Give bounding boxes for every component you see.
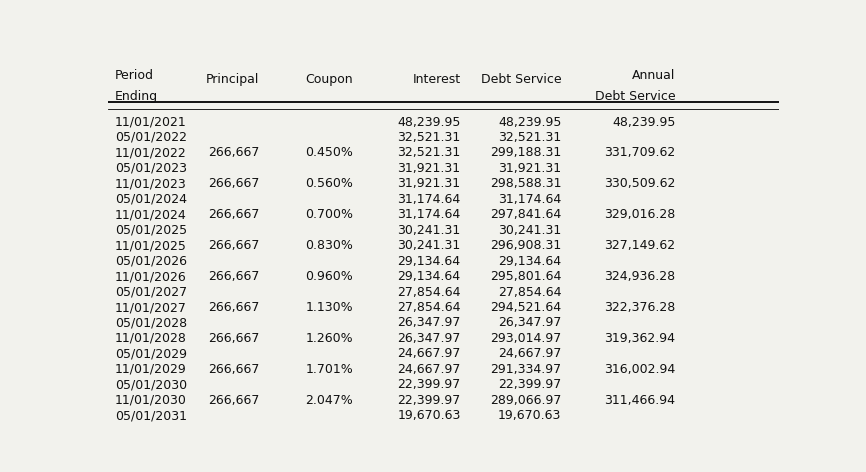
Text: 330,509.62: 330,509.62 — [604, 177, 675, 190]
Text: 329,016.28: 329,016.28 — [604, 208, 675, 221]
Text: 296,908.31: 296,908.31 — [490, 239, 561, 252]
Text: 24,667.97: 24,667.97 — [397, 347, 461, 361]
Text: 331,709.62: 331,709.62 — [604, 146, 675, 160]
Text: Interest: Interest — [412, 73, 461, 86]
Text: 311,466.94: 311,466.94 — [604, 394, 675, 407]
Text: 266,667: 266,667 — [208, 270, 259, 283]
Text: 29,134.64: 29,134.64 — [397, 255, 461, 268]
Text: 294,521.64: 294,521.64 — [490, 301, 561, 314]
Text: 11/01/2029: 11/01/2029 — [115, 363, 187, 376]
Text: 48,239.95: 48,239.95 — [397, 116, 461, 128]
Text: 05/01/2022: 05/01/2022 — [115, 131, 187, 144]
Text: 266,667: 266,667 — [208, 146, 259, 160]
Text: 322,376.28: 322,376.28 — [604, 301, 675, 314]
Text: 31,921.31: 31,921.31 — [397, 177, 461, 190]
Text: Debt Service: Debt Service — [481, 73, 561, 86]
Text: 0.450%: 0.450% — [306, 146, 353, 160]
Text: 1.260%: 1.260% — [306, 332, 353, 345]
Text: 31,921.31: 31,921.31 — [397, 162, 461, 175]
Text: 298,588.31: 298,588.31 — [490, 177, 561, 190]
Text: 22,399.97: 22,399.97 — [397, 394, 461, 407]
Text: 31,921.31: 31,921.31 — [498, 162, 561, 175]
Text: 11/01/2030: 11/01/2030 — [115, 394, 187, 407]
Text: Debt Service: Debt Service — [595, 90, 675, 103]
Text: 266,667: 266,667 — [208, 177, 259, 190]
Text: 266,667: 266,667 — [208, 363, 259, 376]
Text: 11/01/2025: 11/01/2025 — [115, 239, 187, 252]
Text: 0.830%: 0.830% — [306, 239, 353, 252]
Text: 05/01/2024: 05/01/2024 — [115, 193, 187, 206]
Text: 11/01/2028: 11/01/2028 — [115, 332, 187, 345]
Text: 30,241.31: 30,241.31 — [498, 224, 561, 237]
Text: 1.701%: 1.701% — [306, 363, 353, 376]
Text: 05/01/2026: 05/01/2026 — [115, 255, 187, 268]
Text: 289,066.97: 289,066.97 — [490, 394, 561, 407]
Text: 31,174.64: 31,174.64 — [397, 193, 461, 206]
Text: 19,670.63: 19,670.63 — [498, 409, 561, 422]
Text: 32,521.31: 32,521.31 — [498, 131, 561, 144]
Text: Coupon: Coupon — [306, 73, 353, 86]
Text: 11/01/2022: 11/01/2022 — [115, 146, 187, 160]
Text: Period: Period — [115, 69, 154, 82]
Text: 32,521.31: 32,521.31 — [397, 146, 461, 160]
Text: 297,841.64: 297,841.64 — [490, 208, 561, 221]
Text: 31,174.64: 31,174.64 — [397, 208, 461, 221]
Text: 0.560%: 0.560% — [306, 177, 353, 190]
Text: 266,667: 266,667 — [208, 332, 259, 345]
Text: 31,174.64: 31,174.64 — [498, 193, 561, 206]
Text: 319,362.94: 319,362.94 — [604, 332, 675, 345]
Text: 30,241.31: 30,241.31 — [397, 224, 461, 237]
Text: 11/01/2023: 11/01/2023 — [115, 177, 187, 190]
Text: 26,347.97: 26,347.97 — [397, 317, 461, 329]
Text: 05/01/2031: 05/01/2031 — [115, 409, 187, 422]
Text: 327,149.62: 327,149.62 — [604, 239, 675, 252]
Text: 48,239.95: 48,239.95 — [498, 116, 561, 128]
Text: 1.130%: 1.130% — [306, 301, 353, 314]
Text: 48,239.95: 48,239.95 — [612, 116, 675, 128]
Text: 0.700%: 0.700% — [305, 208, 353, 221]
Text: 29,134.64: 29,134.64 — [397, 270, 461, 283]
Text: 05/01/2030: 05/01/2030 — [115, 379, 187, 391]
Text: 24,667.97: 24,667.97 — [397, 363, 461, 376]
Text: 266,667: 266,667 — [208, 394, 259, 407]
Text: 27,854.64: 27,854.64 — [397, 301, 461, 314]
Text: 316,002.94: 316,002.94 — [604, 363, 675, 376]
Text: 291,334.97: 291,334.97 — [490, 363, 561, 376]
Text: 266,667: 266,667 — [208, 301, 259, 314]
Text: 05/01/2029: 05/01/2029 — [115, 347, 187, 361]
Text: Ending: Ending — [115, 90, 158, 103]
Text: 11/01/2026: 11/01/2026 — [115, 270, 187, 283]
Text: 05/01/2023: 05/01/2023 — [115, 162, 187, 175]
Text: 11/01/2024: 11/01/2024 — [115, 208, 187, 221]
Text: 324,936.28: 324,936.28 — [604, 270, 675, 283]
Text: 11/01/2021: 11/01/2021 — [115, 116, 187, 128]
Text: 24,667.97: 24,667.97 — [498, 347, 561, 361]
Text: 0.960%: 0.960% — [306, 270, 353, 283]
Text: 29,134.64: 29,134.64 — [498, 255, 561, 268]
Text: 266,667: 266,667 — [208, 208, 259, 221]
Text: 11/01/2027: 11/01/2027 — [115, 301, 187, 314]
Text: 295,801.64: 295,801.64 — [490, 270, 561, 283]
Text: 299,188.31: 299,188.31 — [490, 146, 561, 160]
Text: 05/01/2028: 05/01/2028 — [115, 317, 187, 329]
Text: 26,347.97: 26,347.97 — [498, 317, 561, 329]
Text: 05/01/2025: 05/01/2025 — [115, 224, 187, 237]
Text: 266,667: 266,667 — [208, 239, 259, 252]
Text: 32,521.31: 32,521.31 — [397, 131, 461, 144]
Text: 26,347.97: 26,347.97 — [397, 332, 461, 345]
Text: 2.047%: 2.047% — [306, 394, 353, 407]
Text: 05/01/2027: 05/01/2027 — [115, 286, 187, 299]
Text: 27,854.64: 27,854.64 — [397, 286, 461, 299]
Text: Annual: Annual — [632, 69, 675, 82]
Text: 22,399.97: 22,399.97 — [498, 379, 561, 391]
Text: 30,241.31: 30,241.31 — [397, 239, 461, 252]
Text: 293,014.97: 293,014.97 — [490, 332, 561, 345]
Text: Principal: Principal — [206, 73, 259, 86]
Text: 27,854.64: 27,854.64 — [498, 286, 561, 299]
Text: 22,399.97: 22,399.97 — [397, 379, 461, 391]
Text: 19,670.63: 19,670.63 — [397, 409, 461, 422]
